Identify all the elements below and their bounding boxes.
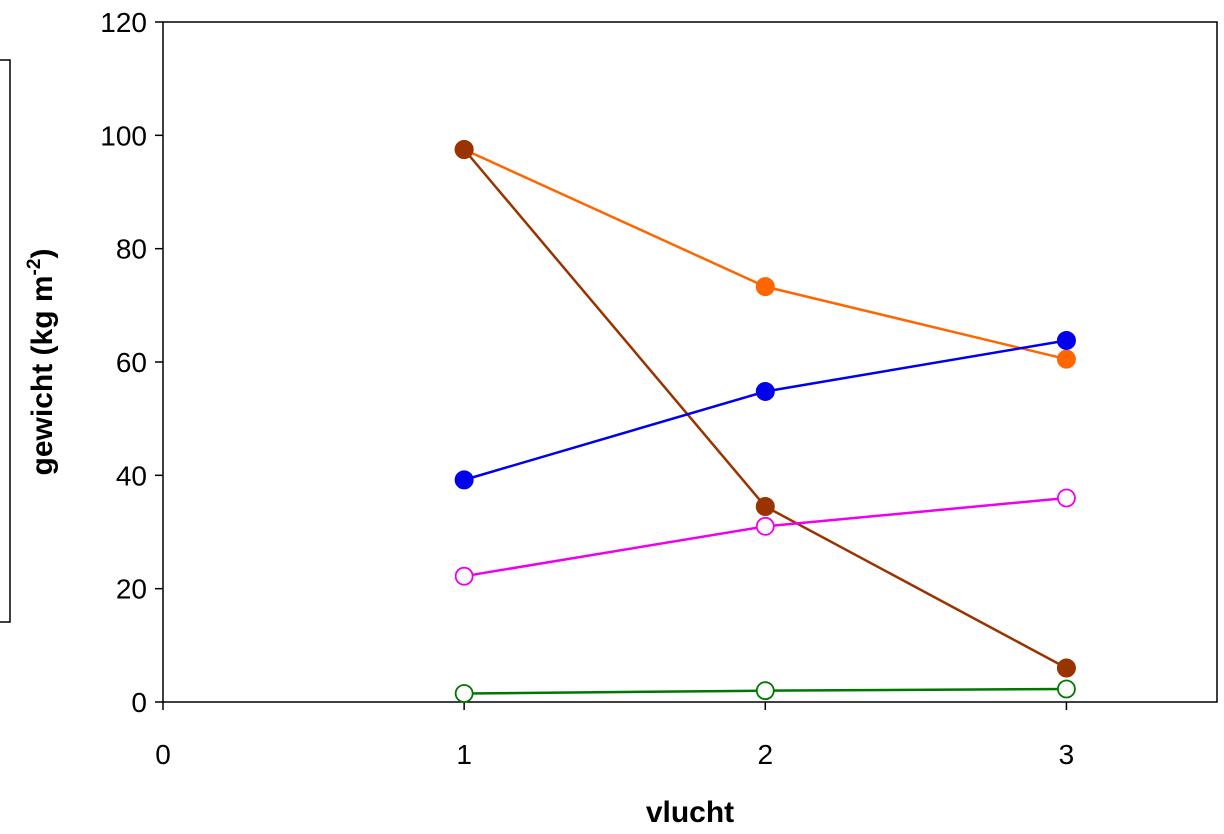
series-1 [454,140,1076,369]
series-3 [454,330,1076,490]
series-line [463,339,1067,482]
data-point [1056,330,1076,350]
data-point [1056,349,1076,369]
y-axis-title-close: ) [26,249,59,259]
series-layer [454,140,1076,703]
data-point [755,277,775,297]
data-point [1056,658,1076,678]
x-axis-ticks: 0 1 2 3 [155,702,1074,770]
data-point [755,681,775,701]
y-tick-label: 0 [131,687,147,718]
series-5 [454,679,1076,703]
data-point [454,566,474,586]
y-axis-title-main: gewicht (kg m [26,275,59,475]
y-axis-title-superscript: -2 [24,259,45,276]
data-point [755,381,775,401]
y-tick-label: 40 [116,460,147,491]
x-tick-label: 3 [1059,739,1075,770]
series-line [463,148,1068,670]
series-line [463,148,1067,361]
series-2 [454,140,1076,678]
y-tick-label: 120 [100,7,147,38]
x-tick-label: 0 [155,739,171,770]
x-tick-label: 2 [757,739,773,770]
x-axis-title: vlucht [646,796,734,829]
y-axis-ticks: 0 20 40 60 80 100 120 [100,7,163,718]
data-point [1057,679,1076,699]
data-point [454,140,474,159]
data-point [755,516,775,536]
series-4 [454,488,1076,586]
y-tick-label: 100 [100,120,147,151]
y-tick-label: 60 [116,347,147,378]
data-point [755,497,775,516]
data-point [454,684,474,703]
data-point [1057,488,1076,508]
y-axis-title: gewicht (kg m-2) [24,249,59,476]
data-point [454,470,474,490]
y-tick-label: 80 [116,234,147,265]
x-tick-label: 1 [456,739,472,770]
y-tick-label: 20 [116,574,147,605]
adjacent-panel-edge [0,59,11,623]
